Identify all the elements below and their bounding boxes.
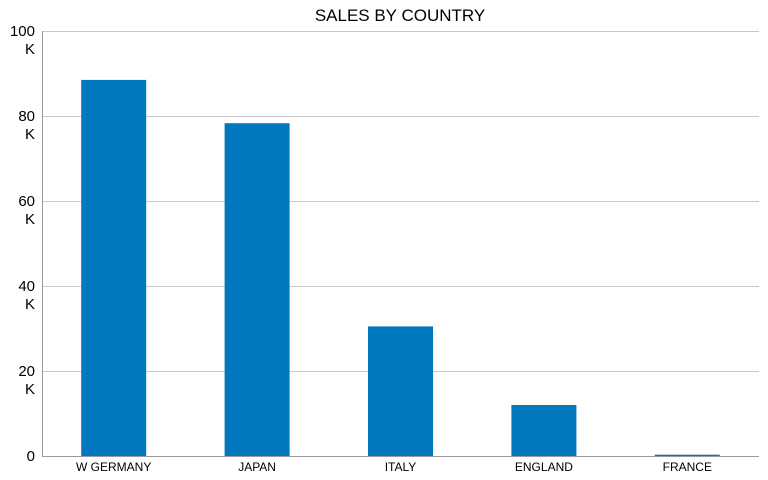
axes	[42, 31, 759, 457]
chart-title: SALES BY COUNTRY	[315, 6, 485, 25]
bar	[511, 405, 577, 456]
x-axis-ticks: W GERMANY JAPAN ITALY ENGLAND FRANCE	[76, 460, 712, 474]
bar	[368, 326, 433, 456]
x-tick-label: ITALY	[385, 460, 417, 474]
y-tick-label: 80	[18, 108, 35, 125]
x-tick-label: ENGLAND	[515, 460, 573, 474]
gridlines	[42, 31, 759, 372]
y-tick-label: 100	[10, 23, 35, 40]
x-tick-label: JAPAN	[238, 460, 276, 474]
y-tick-label: 20	[18, 363, 35, 380]
bar	[224, 123, 290, 456]
y-tick-unit: K	[25, 211, 35, 228]
y-tick-unit: K	[25, 126, 35, 143]
y-tick-label: 0	[27, 448, 35, 465]
y-tick-unit: K	[25, 381, 35, 398]
y-tick-unit: K	[25, 41, 35, 58]
y-tick-label: 40	[18, 278, 35, 295]
x-tick-label: FRANCE	[663, 460, 712, 474]
bar	[81, 79, 147, 457]
bar	[654, 454, 720, 456]
y-tick-unit: K	[25, 296, 35, 313]
y-tick-label: 60	[18, 193, 35, 210]
x-tick-label: W GERMANY	[76, 460, 151, 474]
bars	[81, 79, 720, 457]
